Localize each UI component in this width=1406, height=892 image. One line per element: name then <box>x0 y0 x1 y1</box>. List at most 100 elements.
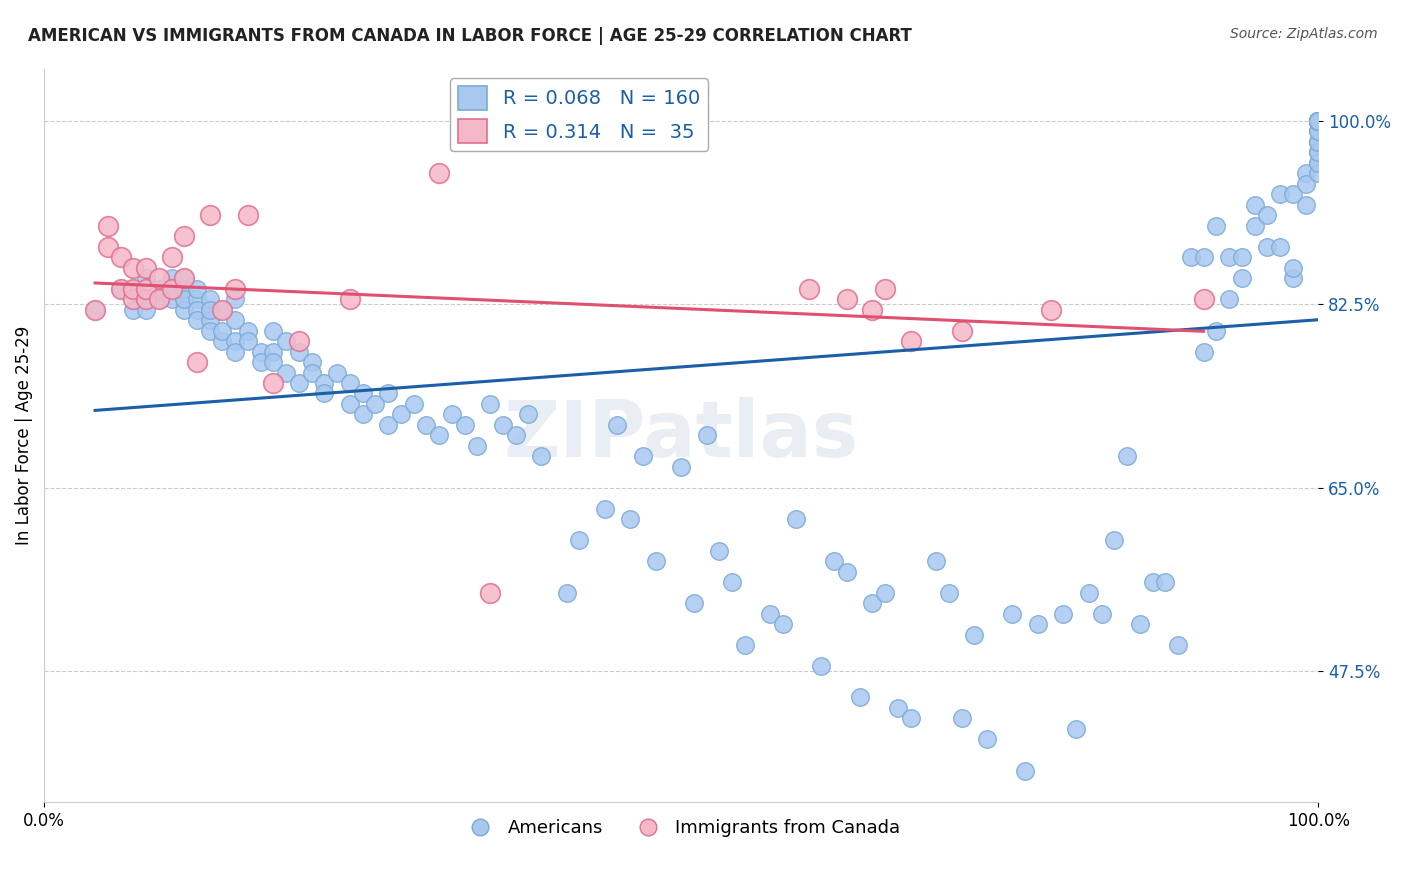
Point <box>288 344 311 359</box>
Point <box>236 324 259 338</box>
Point <box>148 292 170 306</box>
Point <box>835 565 858 579</box>
Point <box>734 638 756 652</box>
Point <box>262 355 284 369</box>
Point <box>900 711 922 725</box>
Point <box>619 512 641 526</box>
Point <box>555 585 578 599</box>
Point <box>160 282 183 296</box>
Point <box>135 302 157 317</box>
Point <box>1308 135 1330 149</box>
Point <box>1308 114 1330 128</box>
Point <box>1308 114 1330 128</box>
Point <box>135 271 157 285</box>
Point <box>97 219 120 233</box>
Point <box>479 397 502 411</box>
Point <box>1308 114 1330 128</box>
Point <box>122 282 145 296</box>
Point <box>976 732 998 747</box>
Point <box>1091 607 1114 621</box>
Point <box>211 334 233 348</box>
Point <box>262 324 284 338</box>
Point <box>606 417 628 432</box>
Point <box>1064 722 1087 736</box>
Point <box>1039 302 1062 317</box>
Point <box>389 408 412 422</box>
Point <box>1308 114 1330 128</box>
Point <box>1308 124 1330 138</box>
Point <box>186 355 208 369</box>
Legend: Americans, Immigrants from Canada: Americans, Immigrants from Canada <box>456 812 907 845</box>
Point <box>224 282 246 296</box>
Point <box>173 292 195 306</box>
Point <box>339 292 361 306</box>
Point <box>97 240 120 254</box>
Point <box>173 271 195 285</box>
Point <box>173 302 195 317</box>
Point <box>1077 585 1099 599</box>
Point <box>797 282 820 296</box>
Point <box>122 292 145 306</box>
Point <box>160 282 183 296</box>
Point <box>1308 114 1330 128</box>
Point <box>314 376 336 390</box>
Point <box>1256 208 1278 222</box>
Point <box>1308 135 1330 149</box>
Point <box>1308 114 1330 128</box>
Point <box>568 533 591 548</box>
Point <box>772 617 794 632</box>
Point <box>135 260 157 275</box>
Point <box>1308 145 1330 160</box>
Point <box>1268 240 1291 254</box>
Point <box>1308 114 1330 128</box>
Point <box>211 302 233 317</box>
Point <box>1104 533 1126 548</box>
Point <box>873 282 896 296</box>
Point <box>148 292 170 306</box>
Point <box>669 459 692 474</box>
Point <box>517 408 540 422</box>
Point <box>301 355 323 369</box>
Point <box>224 334 246 348</box>
Point <box>1129 617 1152 632</box>
Point <box>1308 114 1330 128</box>
Point <box>1256 240 1278 254</box>
Y-axis label: In Labor Force | Age 25-29: In Labor Force | Age 25-29 <box>15 326 32 545</box>
Point <box>1192 292 1215 306</box>
Point <box>1026 617 1049 632</box>
Point <box>110 282 132 296</box>
Point <box>1192 344 1215 359</box>
Point <box>1218 292 1240 306</box>
Point <box>644 554 666 568</box>
Point <box>198 292 221 306</box>
Point <box>198 324 221 338</box>
Point <box>1295 177 1317 191</box>
Point <box>276 334 298 348</box>
Point <box>1295 198 1317 212</box>
Point <box>1308 124 1330 138</box>
Point <box>173 282 195 296</box>
Point <box>1243 219 1265 233</box>
Point <box>236 208 259 222</box>
Point <box>1308 114 1330 128</box>
Point <box>262 344 284 359</box>
Point <box>1308 156 1330 170</box>
Text: Source: ZipAtlas.com: Source: ZipAtlas.com <box>1230 27 1378 41</box>
Point <box>1308 114 1330 128</box>
Point <box>427 166 450 180</box>
Point <box>198 302 221 317</box>
Point <box>148 292 170 306</box>
Point <box>110 250 132 264</box>
Point <box>1116 450 1139 464</box>
Point <box>963 627 986 641</box>
Point <box>823 554 845 568</box>
Point <box>377 417 399 432</box>
Point <box>148 271 170 285</box>
Point <box>1281 187 1303 202</box>
Point <box>925 554 948 568</box>
Point <box>135 292 157 306</box>
Point <box>198 313 221 327</box>
Point <box>1192 250 1215 264</box>
Point <box>427 428 450 442</box>
Point <box>887 701 910 715</box>
